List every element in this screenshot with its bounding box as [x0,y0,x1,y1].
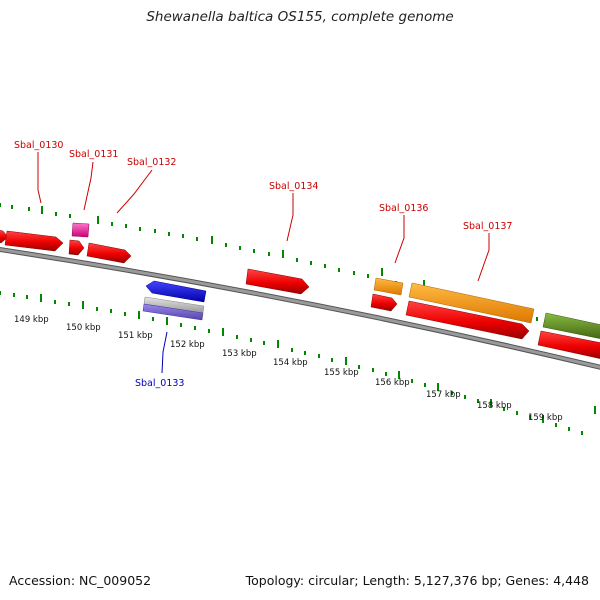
gene-arrow-sbal-0131b[interactable] [68,239,85,256]
scale-label-157: 157 kbp [426,390,461,400]
gene-sbal-0137[interactable] [408,282,535,324]
gene-arrow-sbal-0132[interactable] [86,242,132,264]
genome-summary-text: Topology: circular; Length: 5,127,376 bp… [245,573,589,588]
gene-label-sbal-0130[interactable]: Sbal_0130 [14,140,63,151]
gene-label-sbal-0137[interactable]: Sbal_0137 [463,221,512,232]
scale-label-151: 151 kbp [118,331,153,341]
scale-label-153: 153 kbp [222,349,257,359]
scale-label-156: 156 kbp [375,378,410,388]
rna-sbal-0131[interactable] [71,222,90,238]
gene-label-sbal-0133[interactable]: Sbal_0133 [135,378,184,389]
gene-olive-right[interactable] [542,312,600,339]
scale-label-149: 149 kbp [14,315,49,325]
scale-label-150: 150 kbp [66,323,101,333]
scale-label-155: 155 kbp [324,368,359,378]
scale-label-159: 159 kbp [528,413,563,423]
gene-arrow-sbal-0129[interactable] [0,230,9,244]
accession-text: Accession: NC_009052 [9,573,152,588]
feature-purple-sbal-0133[interactable] [142,303,204,321]
gene-label-sbal-0131[interactable]: Sbal_0131 [69,149,118,160]
gene-arrow-sbal-0130[interactable] [4,230,64,252]
label-leaders [37,152,490,374]
scale-label-158: 158 kbp [477,401,512,411]
reverse-tick-ring [0,291,596,435]
gene-label-sbal-0132[interactable]: Sbal_0132 [127,157,176,168]
gene-arrow-sbal-0138[interactable] [405,300,530,340]
gene-label-sbal-0136[interactable]: Sbal_0136 [379,203,428,214]
gene-arrow-sbal-0135[interactable] [370,293,398,312]
scale-label-152: 152 kbp [170,340,205,350]
map-title: Shewanella baltica OS155, complete genom… [146,9,454,25]
gene-sbal-0136[interactable] [373,277,404,296]
gene-arrow-sbal-0134[interactable] [245,268,310,295]
scale-label-154: 154 kbp [273,358,308,368]
gene-arrow-sbal-0139[interactable] [537,330,600,359]
gene-label-sbal-0134[interactable]: Sbal_0134 [269,181,318,192]
gene-arrow-sbal-0133[interactable] [145,280,207,303]
